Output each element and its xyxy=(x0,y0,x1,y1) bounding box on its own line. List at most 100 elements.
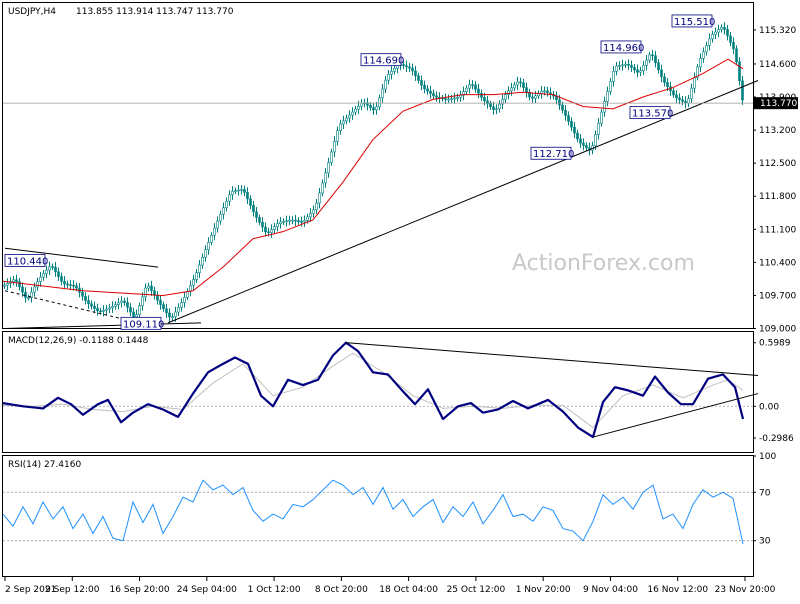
price-panel-ohlc: 113.855 113.914 113.747 113.770 xyxy=(76,7,234,17)
candle-body xyxy=(162,304,165,310)
candle-body xyxy=(36,281,39,288)
candle-body xyxy=(345,117,348,122)
x-tick-label: 9 Sep 12:00 xyxy=(45,585,100,595)
candle-body xyxy=(654,55,657,64)
candle-body xyxy=(564,110,567,116)
candle-body xyxy=(678,97,681,100)
current-price-label: 113.770 xyxy=(760,99,797,109)
candle-body xyxy=(72,284,75,287)
candle-body xyxy=(300,221,303,223)
candle-body xyxy=(111,306,114,309)
candle-body xyxy=(546,90,549,93)
moving-average-line xyxy=(2,58,744,296)
candle-body xyxy=(150,285,153,292)
candle-body xyxy=(33,286,36,293)
candle-body xyxy=(444,98,447,100)
candle-body xyxy=(273,226,276,230)
candle-body xyxy=(234,190,237,192)
price-level-label: 110.440 xyxy=(7,256,48,267)
candle-body xyxy=(294,219,297,222)
candle-body xyxy=(711,34,714,40)
candle-body xyxy=(432,93,435,97)
candle-body xyxy=(99,310,102,313)
candle-body xyxy=(159,299,162,305)
price-y-tick-label: 111.800 xyxy=(759,192,796,202)
candle-body xyxy=(180,302,183,308)
candle-body xyxy=(57,271,60,277)
candle-body xyxy=(633,67,636,71)
candle-body xyxy=(609,81,612,92)
candle-body xyxy=(141,296,144,307)
candle-body xyxy=(675,94,678,99)
candle-body xyxy=(174,311,177,318)
candle-body xyxy=(624,63,627,66)
macd-panel-title: MACD(12,26,9) -0.1188 0.1448 xyxy=(8,336,149,346)
rsi-line xyxy=(2,479,744,544)
candle-body xyxy=(291,219,294,222)
candle-body xyxy=(246,192,249,200)
price-level-label-box xyxy=(629,106,671,120)
candle-body xyxy=(645,59,648,66)
candle-body xyxy=(87,300,90,305)
candle-body xyxy=(354,108,357,113)
candle-body xyxy=(387,73,390,81)
candle-body xyxy=(117,302,120,305)
candle-body xyxy=(228,194,231,202)
candle-body xyxy=(309,213,312,218)
price-level-label-box xyxy=(4,254,46,267)
candle-body xyxy=(24,291,27,298)
x-tick-label: 9 Nov 04:00 xyxy=(583,585,638,595)
candle-body xyxy=(477,88,480,94)
candle-body xyxy=(708,38,711,46)
candle-body xyxy=(75,285,78,289)
candle-body xyxy=(237,189,240,192)
candle-body xyxy=(528,91,531,98)
candle-body xyxy=(639,70,642,73)
candle-body xyxy=(48,266,51,271)
candle-body xyxy=(279,221,282,224)
candle-body xyxy=(105,308,108,311)
candle-body xyxy=(525,87,528,93)
candle-body xyxy=(630,64,633,68)
candle-body xyxy=(204,249,207,258)
candle-body xyxy=(453,97,456,100)
candle-body xyxy=(255,211,258,218)
candle-body xyxy=(303,220,306,223)
candle-body xyxy=(318,192,321,204)
candle-body xyxy=(51,266,54,268)
price-level-label-box xyxy=(600,40,642,54)
candle-body xyxy=(666,82,669,87)
candle-body xyxy=(558,99,561,106)
candle-body xyxy=(12,279,15,282)
price-y-tick-label: 109.000 xyxy=(759,325,796,335)
candle-body xyxy=(615,65,618,72)
candle-body xyxy=(147,285,150,289)
rsi-panel-frame xyxy=(2,455,754,577)
candle-body xyxy=(282,221,285,223)
candle-body xyxy=(207,242,210,250)
candle-body xyxy=(429,90,432,94)
candle-body xyxy=(240,189,243,191)
x-tick-label: 25 Oct 12:00 xyxy=(447,585,506,595)
price-panel-symbol: USDJPY,H4 xyxy=(8,7,56,17)
candle-body xyxy=(357,105,360,110)
price-level-label: 114.690 xyxy=(363,56,404,67)
candle-body xyxy=(585,145,588,149)
candle-body xyxy=(603,101,606,113)
price-y-tick-label: 114.600 xyxy=(759,60,796,70)
candle-body xyxy=(690,87,693,100)
x-tick-label: 16 Sep 20:00 xyxy=(110,585,170,595)
rsi-y-tick-label: 70 xyxy=(759,488,771,498)
macd-plot xyxy=(2,341,759,439)
candle-body xyxy=(618,65,621,67)
candle-body xyxy=(336,130,339,142)
macd-trendline xyxy=(592,393,759,438)
candle-body xyxy=(126,302,129,308)
candle-body xyxy=(660,69,663,78)
candle-body xyxy=(6,283,9,286)
candle-body xyxy=(123,300,126,303)
price-level-label: 114.960 xyxy=(603,43,644,54)
candle-body xyxy=(456,97,459,99)
